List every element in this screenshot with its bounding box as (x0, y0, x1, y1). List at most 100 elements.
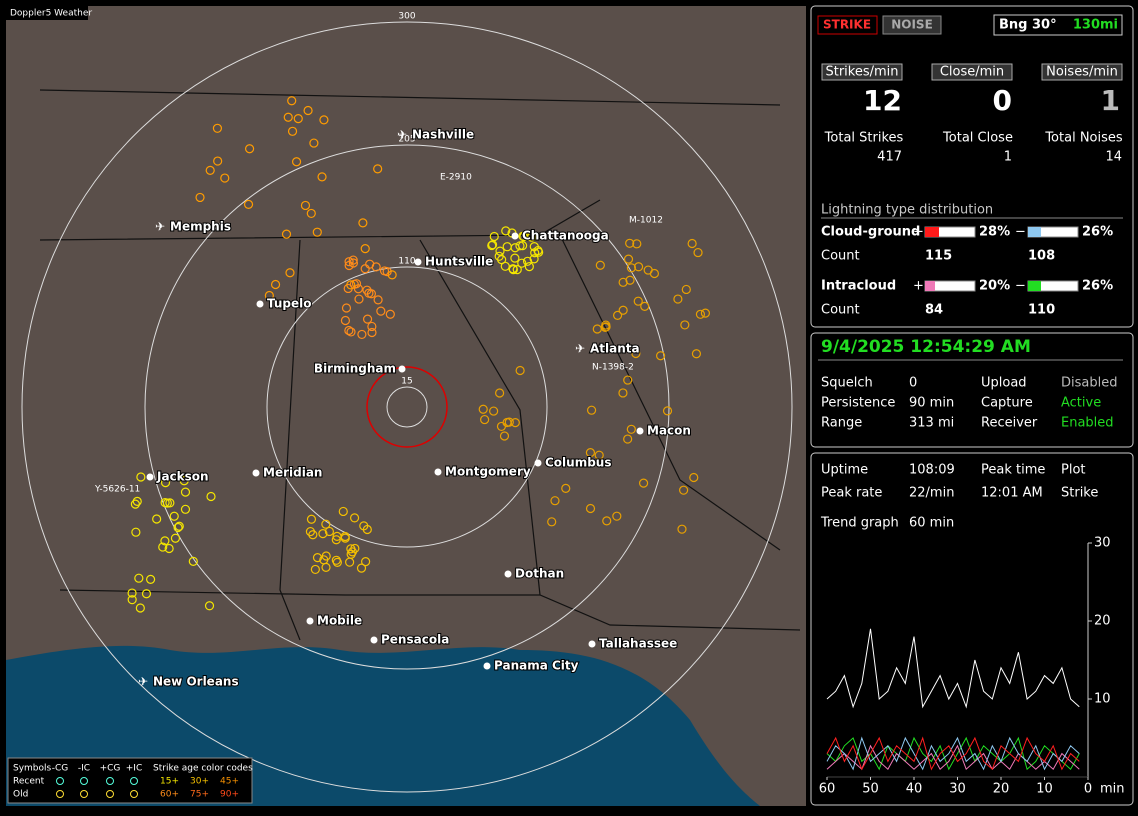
strike-symbol (618, 305, 628, 315)
stats-cell: 108:09 (909, 463, 955, 478)
strike-symbol (700, 308, 710, 318)
y-tick-label: 10 (1094, 692, 1111, 707)
legend-symbol (80, 790, 88, 798)
strike-symbol (585, 448, 596, 458)
trend-box (810, 452, 1134, 806)
status-cell: Upload (981, 376, 1027, 391)
strike-symbol (618, 277, 628, 287)
strike-symbol (354, 294, 364, 304)
city-label: Memphis (170, 220, 231, 234)
strike-symbol (367, 327, 377, 338)
rate-button (1041, 63, 1123, 81)
legend-symbol (56, 777, 64, 785)
strike-symbol (691, 349, 702, 359)
count-label: Count (821, 303, 860, 318)
strike-symbol (561, 483, 571, 493)
city-label: Tupelo (267, 297, 312, 311)
dist-pct: 26% (1082, 279, 1113, 294)
dist-bar (925, 281, 935, 291)
range-ring (266, 266, 548, 548)
strike-symbol (489, 231, 499, 242)
total-label: Total Noises (1044, 131, 1123, 146)
strike-symbol (373, 295, 383, 305)
dist-name: Cloud-ground (821, 225, 920, 240)
trend-graph: 30 20 10 60 50 40 30 20 10 0 min (819, 536, 1125, 797)
strike-symbol (321, 519, 331, 529)
strike-symbol (695, 309, 706, 319)
strike-symbol (601, 320, 611, 330)
strike-symbol (340, 315, 351, 326)
minus-sign: − (1015, 225, 1026, 240)
legend-type: -CG (52, 764, 69, 774)
rate-label: Noises/min (1046, 65, 1118, 80)
strike-symbol (318, 529, 328, 539)
city-label: Panama City (494, 659, 579, 673)
city-dot (252, 469, 260, 477)
dist-pct: 28% (979, 225, 1010, 240)
strike-symbol (180, 487, 191, 497)
strike-symbol (349, 279, 359, 289)
strike-button[interactable] (817, 15, 878, 35)
rate-button (821, 63, 903, 81)
range-ring (386, 386, 428, 428)
trend-line (826, 628, 1080, 709)
city-label: Birmingham (314, 362, 396, 376)
noise-button[interactable] (882, 15, 942, 35)
strike-symbol (626, 424, 636, 434)
strike-button-label[interactable]: STRIKE (823, 18, 871, 32)
strike-symbol (347, 547, 358, 557)
total-value: 417 (877, 150, 902, 165)
strike-symbol (631, 348, 641, 359)
strike-symbol (585, 503, 596, 514)
strike-symbol (371, 262, 381, 272)
strike-symbol (305, 526, 316, 537)
city-label: Dothan (515, 567, 564, 581)
x-tick-label: 20 (993, 782, 1010, 797)
strike-symbol (134, 573, 144, 583)
ring-label: 205 (398, 135, 415, 145)
noise-button-label[interactable]: NOISE (891, 18, 933, 32)
strike-symbol (344, 260, 354, 271)
station-label: M-1012 (629, 216, 663, 226)
legend-age: 75+ (190, 790, 209, 800)
city-label: Tallahassee (599, 637, 677, 651)
strike-symbol (145, 574, 156, 584)
legend-age: 45+ (220, 777, 239, 787)
legend (7, 757, 253, 804)
count-neg: 110 (1028, 303, 1055, 318)
strike-symbol (340, 533, 350, 543)
strike-symbol (291, 157, 302, 167)
legend-symbol (56, 790, 64, 798)
strike-symbol (173, 522, 183, 533)
close-ring (366, 366, 448, 448)
minus-sign: − (1015, 279, 1026, 294)
strike-symbol (361, 557, 371, 567)
strike-symbol (632, 239, 642, 249)
x-tick-label: 50 (862, 782, 879, 797)
strike-symbol (673, 294, 683, 304)
city-dot (370, 636, 378, 644)
airport-icon: ✈ (575, 342, 585, 356)
status-cell: Capture (981, 396, 1033, 411)
total-value: 14 (1105, 150, 1122, 165)
rate-value: 12 (863, 84, 902, 117)
panel-content: Strikes/min 12 Total Strikes 417 Close/min 0 T… (818, 63, 1123, 531)
strike-symbol (501, 226, 511, 236)
strike-symbol (489, 406, 499, 416)
strike-symbol (349, 513, 360, 523)
strike-symbol (499, 431, 510, 441)
legend-symbol (106, 790, 114, 798)
city-label: Nashville (412, 128, 474, 142)
range-ring (21, 21, 793, 793)
stats-cell: 22/min (909, 486, 954, 501)
status-cell: Enabled (1061, 416, 1114, 431)
strike-symbol (293, 114, 303, 124)
legend-age: 30+ (190, 777, 209, 787)
strike-symbol (130, 499, 140, 509)
strike-symbol (522, 256, 533, 266)
strike-symbol (319, 115, 329, 125)
strike-symbol (680, 320, 690, 330)
legend-type: +IC (126, 764, 142, 774)
